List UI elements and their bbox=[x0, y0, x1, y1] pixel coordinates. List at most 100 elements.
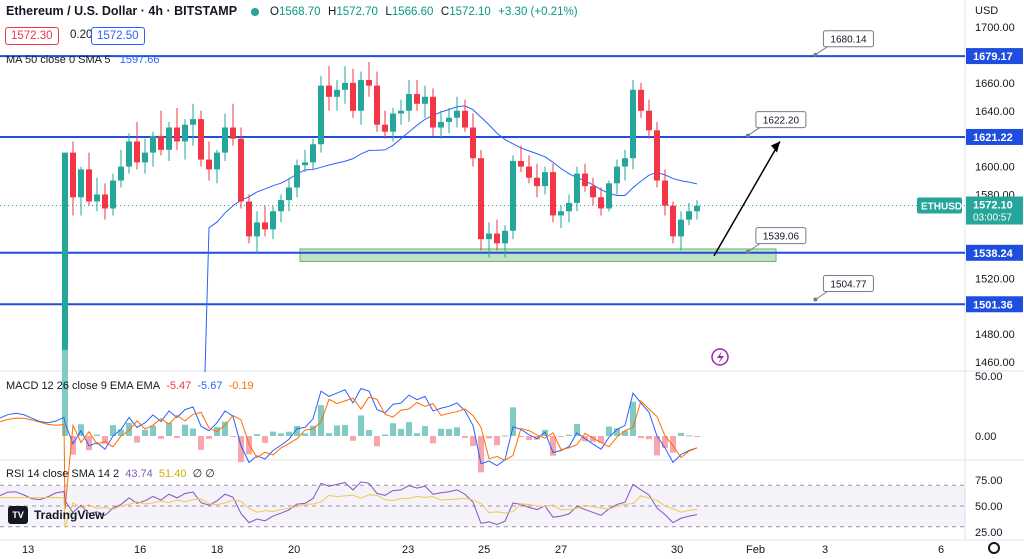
symbol-tag-label: ETHUSD bbox=[921, 202, 962, 213]
candle-body bbox=[318, 85, 324, 145]
candle-body bbox=[246, 201, 252, 237]
candle-body bbox=[638, 89, 644, 111]
price-axis-tick: 1600.00 bbox=[975, 162, 1015, 174]
macd-histogram-bar bbox=[134, 436, 140, 443]
macd-histogram-bar bbox=[126, 422, 132, 436]
time-axis-tick: 13 bbox=[22, 544, 34, 556]
macd-histogram-bar bbox=[654, 436, 660, 456]
event-lightning-glyph bbox=[717, 351, 724, 364]
candle-body bbox=[422, 96, 428, 104]
macd-histogram-bar bbox=[302, 433, 308, 436]
macd-histogram-bar bbox=[382, 434, 388, 436]
rsi-label: RSI 14 close SMA 14 2 bbox=[6, 468, 120, 480]
support-zone bbox=[299, 248, 777, 262]
candle-body bbox=[686, 211, 692, 220]
callout-anchor bbox=[813, 297, 818, 302]
macd-histogram-bar bbox=[62, 349, 68, 436]
rsi-value: 43.74 bbox=[125, 468, 153, 480]
ma-line bbox=[204, 105, 698, 373]
ma-legend[interactable]: MA 50 close 0 SMA 5 1597.66 bbox=[6, 54, 160, 66]
candle-body bbox=[430, 96, 436, 128]
symbol-title[interactable]: Ethereum / U.S. Dollar · 4h · BITSTAMP bbox=[6, 4, 238, 18]
macd-histogram-bar bbox=[670, 436, 676, 453]
time-axis-tick: 30 bbox=[671, 544, 683, 556]
candle-body bbox=[206, 159, 212, 170]
candle-body bbox=[182, 124, 188, 142]
candle-countdown: 03:00:57 bbox=[973, 213, 1012, 224]
candle-body bbox=[510, 161, 516, 231]
price-axis-tick: 1640.00 bbox=[975, 106, 1015, 118]
close-value: 1572.10 bbox=[449, 6, 491, 18]
callout-box bbox=[755, 227, 807, 245]
level-price-label: 1621.22 bbox=[973, 132, 1013, 144]
candle-body bbox=[574, 173, 580, 203]
level-price-label: 1501.36 bbox=[973, 299, 1013, 311]
macd-histogram-bar bbox=[142, 429, 148, 436]
candle-body bbox=[566, 202, 572, 212]
current-price-tag bbox=[966, 196, 1023, 225]
macd-histogram-bar bbox=[198, 436, 204, 450]
rsi-sma-line bbox=[0, 494, 698, 528]
level-price-label: 1679.17 bbox=[973, 51, 1013, 63]
rsi-axis-tick: 50.00 bbox=[975, 501, 1003, 513]
tradingview-logo[interactable]: TV TradingView bbox=[8, 506, 104, 524]
macd-line bbox=[0, 387, 698, 467]
callout-label: 1622.20 bbox=[763, 116, 800, 127]
candle-body bbox=[414, 94, 420, 104]
macd-legend[interactable]: MACD 12 26 close 9 EMA EMA -5.47 -5.67 -… bbox=[6, 380, 254, 392]
candle-body bbox=[406, 94, 412, 111]
macd-histogram-bar bbox=[574, 424, 580, 436]
candle-body bbox=[342, 82, 348, 90]
candle-body bbox=[326, 85, 332, 97]
macd-histogram-bar bbox=[686, 435, 692, 437]
macd-histogram-bar bbox=[446, 428, 452, 436]
candle-body bbox=[438, 121, 444, 128]
candle-body bbox=[462, 110, 468, 128]
callout-box bbox=[755, 111, 807, 129]
macd-histogram-bar bbox=[558, 436, 564, 438]
candle-body bbox=[118, 166, 124, 181]
rsi-legend[interactable]: RSI 14 close SMA 14 2 43.74 51.40 ∅ ∅ bbox=[6, 467, 215, 480]
macd-histogram-bar bbox=[94, 434, 100, 436]
candle-body bbox=[678, 219, 684, 237]
candle-body bbox=[70, 152, 76, 198]
candle-body bbox=[662, 180, 668, 206]
callout-leader bbox=[815, 46, 828, 56]
candle-body bbox=[694, 205, 700, 212]
symbol-tag bbox=[917, 197, 962, 214]
callout-anchor bbox=[813, 52, 818, 57]
candle-body bbox=[494, 233, 500, 244]
candle-body bbox=[398, 110, 404, 114]
macd-histogram-bar bbox=[422, 426, 428, 436]
candle-body bbox=[86, 169, 92, 202]
macd-histogram-bar bbox=[390, 423, 396, 436]
time-axis-tick: 20 bbox=[288, 544, 300, 556]
macd-histogram-bar bbox=[486, 436, 492, 439]
macd-hist-value: -5.47 bbox=[166, 380, 192, 392]
settings-gear-icon bbox=[988, 542, 1000, 554]
callout-leader bbox=[747, 127, 761, 137]
chart-header: Ethereum / U.S. Dollar · 4h · BITSTAMP O… bbox=[6, 4, 582, 18]
rsi-sma-value: 51.40 bbox=[158, 468, 187, 480]
current-price-label: 1572.10 bbox=[973, 200, 1013, 212]
candle-body bbox=[654, 130, 660, 181]
candle-body bbox=[534, 177, 540, 187]
level-price-tag bbox=[966, 244, 1023, 261]
macd-histogram-bar bbox=[334, 425, 340, 436]
macd-histogram-bar bbox=[494, 436, 500, 446]
candle-body bbox=[134, 141, 140, 163]
macd-label: MACD 12 26 close 9 EMA EMA bbox=[6, 380, 161, 392]
candle-body bbox=[286, 187, 292, 201]
low-label: L bbox=[385, 6, 392, 18]
macd-histogram-bar bbox=[526, 436, 532, 441]
macd-histogram-bar bbox=[614, 428, 620, 436]
macd-histogram-bar bbox=[102, 436, 108, 444]
sell-button[interactable]: 1572.30 bbox=[5, 27, 59, 45]
macd-histogram-bar bbox=[294, 426, 300, 436]
level-price-tag bbox=[966, 128, 1023, 145]
ma-label: MA 50 close 0 SMA 5 bbox=[6, 54, 111, 66]
macd-axis-tick: 50.00 bbox=[975, 371, 1003, 383]
macd-histogram-bar bbox=[406, 422, 412, 436]
buy-button[interactable]: 1572.50 bbox=[91, 27, 145, 45]
